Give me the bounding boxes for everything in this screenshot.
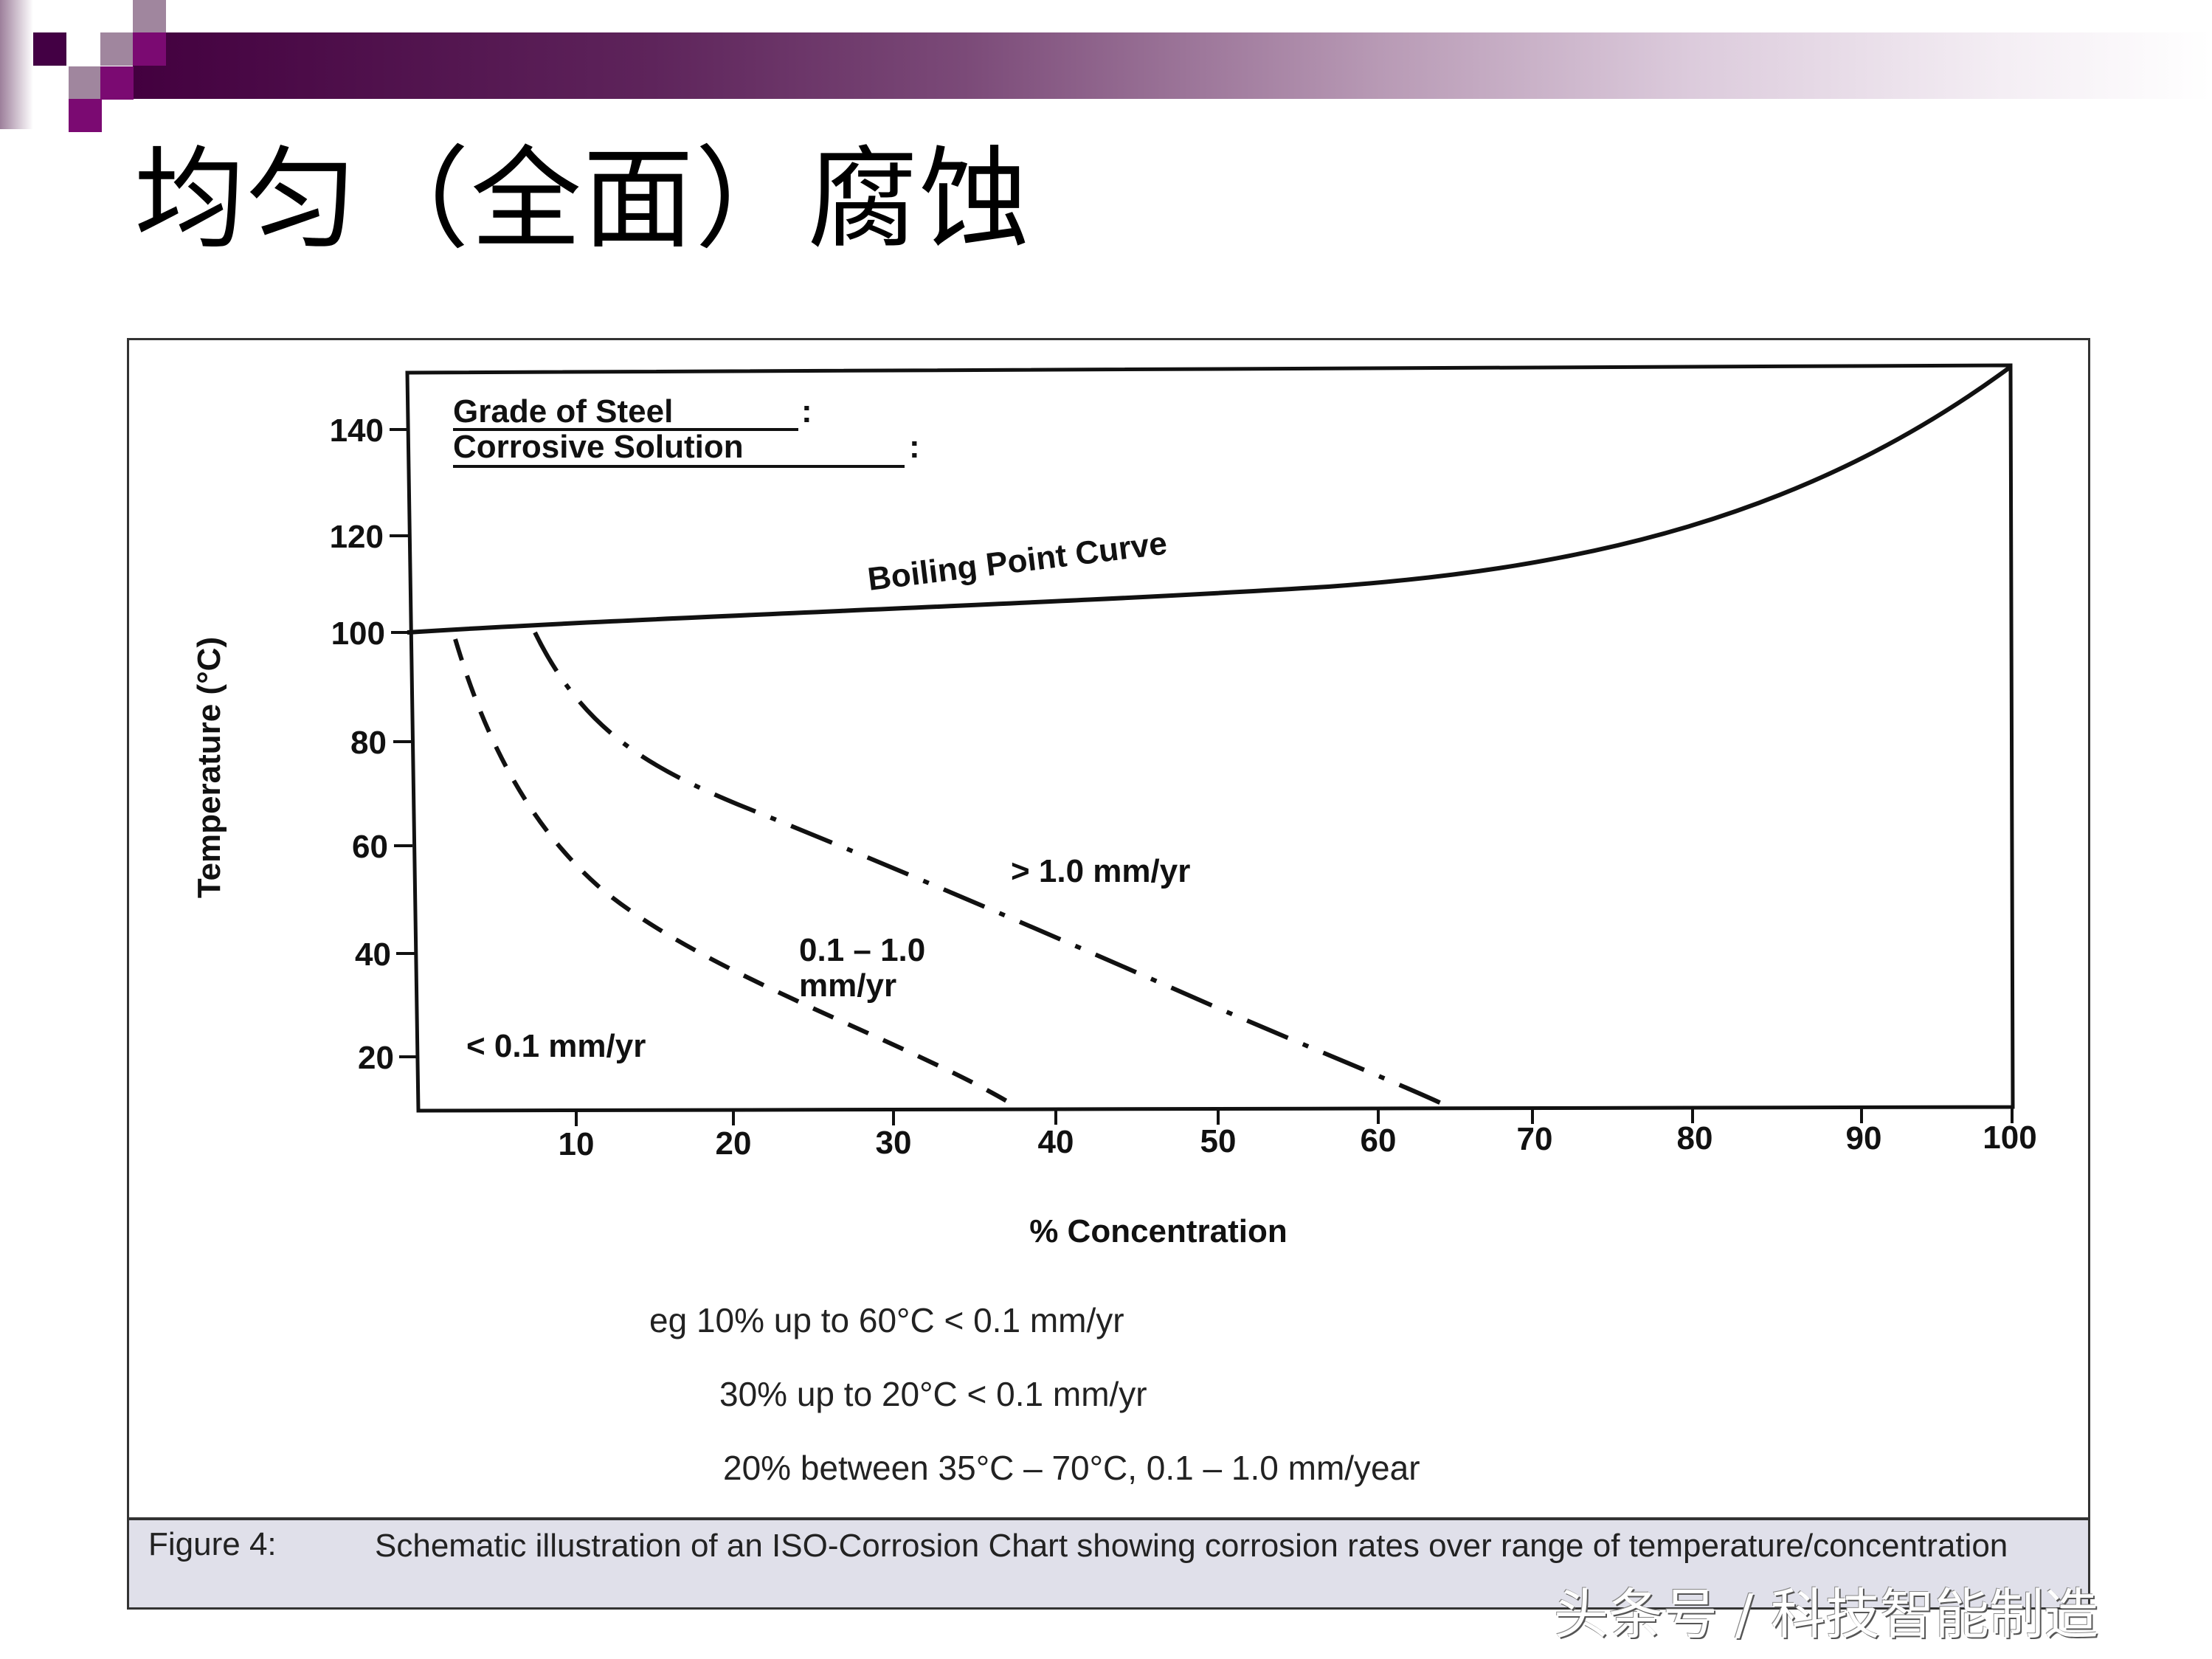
plot-frame bbox=[405, 363, 2015, 1113]
header-decoration-square bbox=[133, 32, 166, 66]
caption-label: Figure 4: bbox=[148, 1526, 277, 1562]
example-note-1: eg 10% up to 60°C < 0.1 mm/yr bbox=[649, 1301, 1124, 1339]
header-decoration-square bbox=[33, 32, 66, 66]
corrosive-solution-label: Corrosive Solution bbox=[453, 429, 744, 465]
example-note-2: 30% up to 20°C < 0.1 mm/yr bbox=[719, 1375, 1147, 1413]
x-tick-label: 90 bbox=[1846, 1120, 1882, 1156]
y-tick-label: 20 bbox=[358, 1040, 394, 1076]
x-tick-label: 10 bbox=[559, 1126, 595, 1162]
figure-caption: Figure 4: Schematic illustration of an I… bbox=[129, 1517, 2088, 1607]
grade-of-steel-label: Grade of Steel bbox=[453, 393, 673, 430]
region-label-mid-line1: 0.1 – 1.0 bbox=[799, 932, 925, 968]
y-tick-label: 80 bbox=[350, 725, 387, 761]
x-tick-label: 60 bbox=[1361, 1122, 1397, 1159]
grade-of-steel-colon: : bbox=[801, 393, 812, 430]
iso-line-0-1 bbox=[453, 638, 1018, 1109]
region-label-high: > 1.0 mm/yr bbox=[1011, 853, 1190, 889]
y-axis bbox=[390, 428, 418, 1058]
caption-text: Schematic illustration of an ISO-Corrosi… bbox=[375, 1528, 2008, 1564]
y-tick-label: 100 bbox=[331, 615, 385, 652]
header-decoration-square bbox=[69, 0, 102, 33]
y-tick-label: 140 bbox=[330, 413, 384, 449]
x-axis bbox=[575, 1107, 2014, 1126]
x-axis-label: % Concentration bbox=[1029, 1213, 1288, 1249]
boiling-point-curve-label: Boiling Point Curve bbox=[865, 525, 1169, 598]
region-label-mid-line2: mm/yr bbox=[799, 968, 896, 1004]
y-tick-label: 120 bbox=[330, 519, 384, 555]
header-decoration-square bbox=[100, 32, 134, 66]
header-decoration-square bbox=[100, 66, 134, 100]
y-tick-labels: 140 120 100 80 60 40 20 bbox=[330, 413, 394, 1076]
plot-header: Grade of Steel : Corrosive Solution : bbox=[453, 393, 920, 468]
header-decoration-square bbox=[69, 99, 102, 132]
y-tick-label: 40 bbox=[355, 937, 391, 973]
y-tick-label: 60 bbox=[352, 829, 388, 865]
header-gradient-band bbox=[133, 32, 2212, 99]
iso-line-1-0 bbox=[533, 631, 1448, 1108]
x-tick-label: 100 bbox=[1983, 1120, 2036, 1156]
x-tick-label: 50 bbox=[1200, 1123, 1237, 1159]
x-tick-label: 80 bbox=[1677, 1120, 1713, 1156]
example-note-3: 20% between 35°C – 70°C, 0.1 – 1.0 mm/ye… bbox=[723, 1449, 1420, 1487]
figure-box: Figure 4: Schematic illustration of an I… bbox=[127, 338, 2090, 1610]
x-tick-label: 30 bbox=[876, 1125, 912, 1161]
watermark: 头条号 / 科技智能制造 bbox=[1554, 1583, 2098, 1646]
x-tick-label: 40 bbox=[1038, 1124, 1074, 1160]
x-tick-labels: 10 20 30 40 50 60 70 80 90 100 bbox=[559, 1120, 2037, 1162]
header-decoration-square bbox=[133, 0, 166, 33]
y-axis-label: Temperature (°C) bbox=[191, 637, 227, 898]
x-tick-label: 20 bbox=[716, 1125, 752, 1162]
slide-title: 均匀（全面）腐蚀 bbox=[134, 136, 1032, 264]
boiling-point-curve bbox=[407, 365, 2012, 635]
header-decoration-fade bbox=[0, 0, 33, 129]
header-decoration-square bbox=[69, 66, 102, 100]
x-tick-label: 70 bbox=[1517, 1121, 1553, 1157]
region-label-low: < 0.1 mm/yr bbox=[466, 1028, 646, 1064]
corrosive-solution-colon: : bbox=[909, 429, 920, 465]
